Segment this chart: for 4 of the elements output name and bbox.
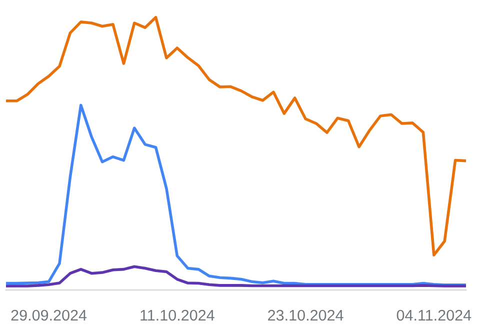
x-tick-label: 29.09.2024 — [11, 310, 87, 321]
x-tick-label: 04.11.2024 — [396, 310, 472, 321]
x-tick-label: 23.10.2024 — [268, 310, 344, 321]
x-tick-label: 11.10.2024 — [140, 310, 214, 321]
